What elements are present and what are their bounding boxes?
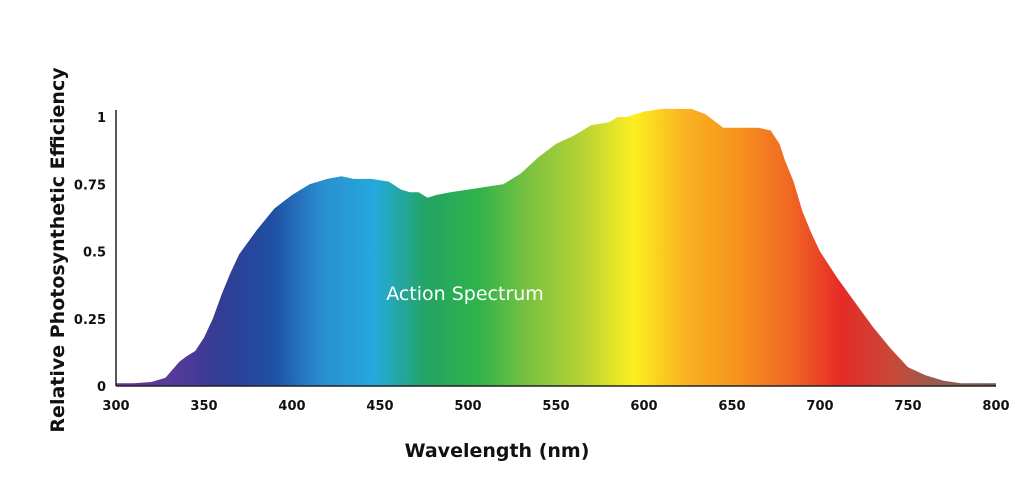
y-axis-title: Relative Photosynthetic Efficiency (47, 67, 69, 433)
x-tick-label: 300 (102, 399, 129, 414)
x-tick-label: 600 (630, 399, 657, 414)
x-tick-label: 350 (190, 399, 217, 414)
y-tick-label: 0.75 (74, 178, 106, 193)
x-tick-label: 700 (806, 399, 833, 414)
action-spectrum-annotation: Action Spectrum (386, 283, 544, 305)
x-tick-label: 800 (982, 399, 1009, 414)
y-tick-label: 1 (97, 111, 106, 126)
x-tick-labels: 300 350 400 450 500 550 600 650 700 750 800 (102, 399, 1009, 414)
axes (115, 110, 996, 387)
x-tick-label: 500 (454, 399, 481, 414)
x-tick-label: 750 (894, 399, 921, 414)
x-tick-label: 450 (366, 399, 393, 414)
plot-area (116, 108, 996, 387)
x-tick-label: 400 (278, 399, 305, 414)
y-tick-label: 0.25 (74, 313, 106, 328)
spectrum-area (116, 108, 996, 387)
x-tick-label: 550 (542, 399, 569, 414)
y-tick-labels: 0 0.25 0.5 0.75 1 (74, 111, 106, 395)
y-tick-label: 0 (97, 380, 106, 395)
x-axis-title: Wavelength (nm) (405, 440, 590, 462)
y-tick-label: 0.5 (83, 246, 106, 261)
x-tick-label: 650 (718, 399, 745, 414)
